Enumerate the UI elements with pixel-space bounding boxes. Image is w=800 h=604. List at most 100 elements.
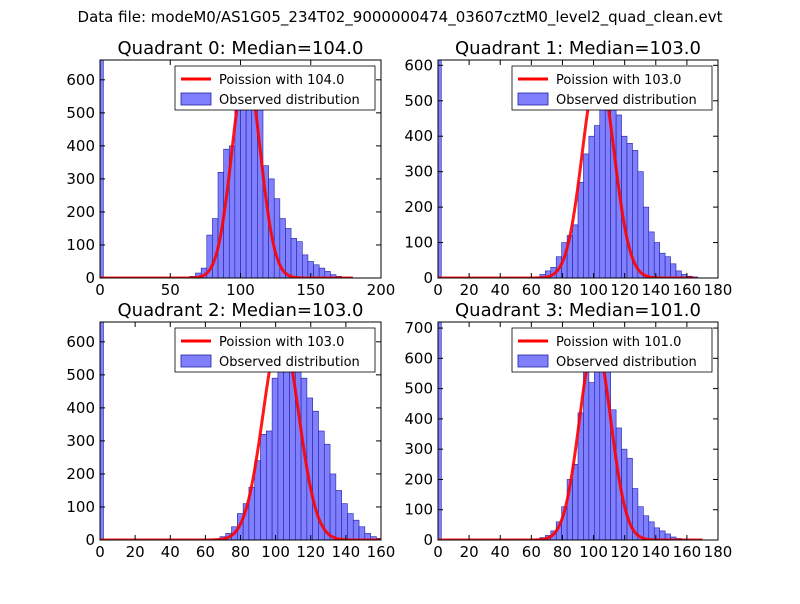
histogram-bar (290, 238, 297, 278)
histogram-bar (583, 370, 590, 540)
x-tick-label: 100 (579, 281, 608, 299)
y-tick-label: 300 (66, 432, 95, 450)
histogram-bar (670, 263, 677, 278)
x-tick-label: 20 (460, 543, 479, 561)
histogram-bar (572, 464, 579, 540)
plot-marks (438, 60, 699, 278)
x-tick-label: 150 (296, 281, 325, 299)
histogram-bar (588, 382, 595, 540)
histogram-bar (313, 264, 320, 278)
histogram-bar (341, 503, 348, 540)
x-tick-label: 120 (610, 543, 639, 561)
histogram-bar (352, 519, 360, 540)
y-tick-label: 600 (404, 349, 433, 367)
legend-bars-label: Observed distribution (556, 93, 697, 108)
histogram-bar (100, 60, 104, 278)
histogram-bar (329, 473, 337, 540)
poisson-fit-line (100, 330, 381, 540)
histogram-bar (240, 102, 247, 278)
x-tick-label: 50 (161, 281, 180, 299)
y-tick-label: 700 (404, 319, 433, 337)
x-tick-label: 180 (704, 281, 733, 299)
subplot-1: 0 20 40 60 80 100 120 140 160 1800100200300400500… (404, 38, 732, 299)
histogram-bar (572, 224, 579, 278)
histogram-bar (312, 410, 319, 540)
histogram-bar (637, 171, 644, 278)
legend-bar-swatch (517, 92, 549, 106)
legend-bars-label: Observed distribution (219, 93, 360, 108)
histogram-bar (664, 256, 671, 278)
subplot-3: 0 20 40 60 80 100 120 140 160 1800100200300400500… (404, 300, 732, 561)
y-tick-label: 300 (66, 170, 95, 188)
x-tick-label: 0 (95, 543, 105, 561)
histogram-bar (438, 322, 442, 540)
histogram-bar (260, 434, 267, 540)
x-tick-label: 160 (673, 281, 702, 299)
histogram-bar (335, 490, 342, 540)
y-tick-label: 0 (423, 269, 433, 287)
histogram-bar (648, 521, 655, 540)
y-tick-label: 600 (66, 71, 95, 89)
y-tick-label: 400 (404, 410, 433, 428)
x-tick-label: 20 (126, 543, 145, 561)
histogram-bar (643, 206, 650, 278)
legend-fit-label: Poission with 103.0 (556, 73, 681, 88)
x-tick-label: 120 (610, 281, 639, 299)
legend-fit-label: Poission with 101.0 (556, 335, 681, 350)
x-tick-label: 80 (231, 543, 250, 561)
histogram-bar (323, 443, 331, 540)
y-tick-label: 0 (85, 531, 95, 549)
legend-bars-label: Observed distribution (219, 355, 360, 370)
x-tick-label: 40 (491, 281, 510, 299)
histogram-bar (659, 252, 666, 278)
x-tick-label: 100 (226, 281, 255, 299)
x-tick-label: 140 (641, 281, 670, 299)
x-tick-label: 160 (673, 543, 702, 561)
x-tick-label: 60 (196, 543, 215, 561)
y-tick-label: 100 (66, 236, 95, 254)
x-tick-label: 100 (261, 543, 290, 561)
histogram-bar (100, 322, 104, 540)
x-tick-label: 60 (522, 543, 541, 561)
x-tick-label: 100 (579, 543, 608, 561)
x-tick-label: 40 (161, 543, 180, 561)
y-tick-label: 200 (404, 470, 433, 488)
y-tick-label: 200 (66, 203, 95, 221)
x-tick-label: 20 (460, 281, 479, 299)
subplot-2: 0 20 40 60 80 100 120 140 160 0 100 200 300 400 500 600… (66, 300, 395, 561)
x-tick-label: 60 (522, 281, 541, 299)
legend-fit-label: Poission with 103.0 (219, 335, 344, 350)
y-tick-label: 600 (66, 333, 95, 351)
y-tick-label: 100 (404, 234, 433, 252)
x-tick-label: 40 (491, 543, 510, 561)
legend-bars-label: Observed distribution (556, 355, 697, 370)
legend-bar-swatch (180, 354, 212, 368)
x-tick-label: 80 (553, 281, 572, 299)
histogram-bar (294, 351, 302, 540)
y-tick-label: 500 (404, 92, 433, 110)
histogram-bar (653, 242, 660, 278)
histogram-bar (648, 231, 655, 278)
y-tick-label: 100 (66, 498, 95, 516)
subplot-0: 0 50 100 150 200 0 100 200 300 400 500 600 Quadrant … (66, 38, 395, 299)
subplot-title: Quadrant 2: Median=103.0 (118, 300, 364, 321)
histogram-bar (296, 241, 303, 278)
legend-bar-swatch (180, 92, 212, 106)
plot-marks (100, 322, 381, 540)
x-tick-label: 0 (95, 281, 105, 299)
x-tick-label: 80 (553, 543, 572, 561)
histogram-bar (594, 361, 601, 540)
histogram-bar (594, 125, 601, 278)
histogram-bar (271, 377, 279, 540)
x-tick-label: 120 (296, 543, 325, 561)
y-tick-label: 500 (66, 366, 95, 384)
y-tick-label: 500 (404, 380, 433, 398)
y-tick-label: 400 (66, 137, 95, 155)
poisson-fit-line (438, 67, 695, 278)
y-tick-label: 400 (404, 127, 433, 145)
histogram-bar (577, 181, 584, 278)
subplot-title: Quadrant 0: Median=104.0 (118, 38, 364, 59)
figure-title: Data file: modeM0/AS1G05_234T02_90000004… (77, 8, 723, 26)
